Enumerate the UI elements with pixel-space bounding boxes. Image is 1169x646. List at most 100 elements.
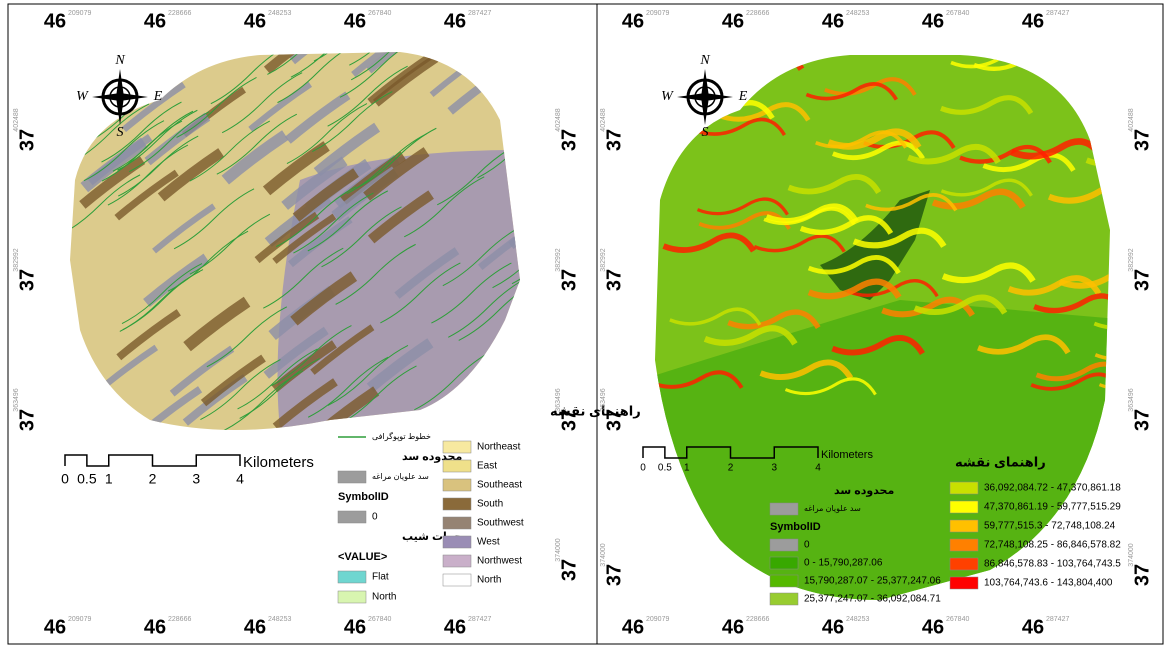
terrain-stripe	[312, 386, 380, 430]
slope-stripe	[1007, 275, 1102, 296]
contour-line	[476, 358, 520, 420]
contour-line	[442, 225, 520, 287]
slope-stripe	[865, 193, 958, 212]
coord-label: 46	[44, 616, 66, 638]
contour-line	[277, 52, 358, 104]
coord-label: 46	[44, 10, 66, 32]
contour-line	[121, 263, 203, 325]
legend-label: 0 - 15,790,287.06	[804, 558, 883, 569]
contour-line	[455, 377, 520, 430]
legend-swatch	[442, 573, 472, 587]
slope-stripe	[846, 278, 939, 298]
legend-swatch	[769, 574, 799, 588]
coord-minor: 363496	[13, 388, 20, 411]
contour-line	[511, 329, 520, 391]
slope-stripe	[1086, 55, 1110, 67]
map-region	[655, 300, 1110, 600]
slope-stripe	[799, 215, 894, 236]
legend-label: Northwest	[477, 556, 522, 567]
coord-minor: 363496	[600, 388, 607, 411]
legend-label: 86,846,578.83 - 103,764,743.5	[984, 559, 1121, 570]
slope-stripe	[696, 197, 789, 216]
coord-minor: 267840	[368, 10, 391, 17]
compass-star	[92, 69, 148, 125]
terrain-stripe	[292, 168, 359, 222]
coord-label: 46	[1022, 616, 1044, 638]
compass-e: E	[738, 89, 748, 104]
legend-label: سد علویان مراغه	[804, 504, 861, 513]
legend-label: 15,790,287.07 - 25,377,247.06	[804, 576, 941, 587]
legend-swatch	[442, 535, 472, 549]
legend-swatch	[949, 557, 979, 571]
terrain-stripe	[290, 271, 358, 326]
coord-minor: 228666	[746, 10, 769, 17]
legend-label: 0	[372, 512, 378, 523]
coord-minor: 382992	[1128, 248, 1135, 271]
coord-minor: 287427	[1046, 616, 1069, 623]
legend-label: 36,092,084.72 - 47,370,861.18	[984, 483, 1121, 494]
contour-line	[267, 52, 348, 75]
legend-swatch	[442, 459, 472, 473]
legend-label: West	[477, 537, 500, 548]
slope-stripe	[787, 173, 882, 195]
slope-stripe	[763, 207, 856, 226]
terrain-stripe	[281, 156, 348, 210]
coord-label: 46	[244, 10, 266, 32]
legend-heading: <VALUE>	[338, 551, 387, 563]
terrain-stripe	[114, 169, 179, 221]
terrain-stripe	[263, 326, 329, 379]
contour-line	[263, 247, 344, 309]
coord-minor: 228666	[746, 616, 769, 623]
contour-line	[112, 110, 194, 172]
coord-label: 46	[822, 616, 844, 638]
terrain-stripe	[478, 219, 520, 271]
compass-s: S	[702, 125, 709, 140]
coord-label: 46	[344, 616, 366, 638]
scale-label: 4	[815, 463, 821, 474]
contour-line	[380, 262, 461, 324]
aspect-map	[70, 52, 520, 430]
terrain-stripe	[183, 296, 251, 352]
coord-minor: 248253	[268, 616, 291, 623]
coord-minor: 209079	[646, 616, 669, 623]
contour-line	[100, 52, 182, 98]
contour-line	[98, 52, 179, 98]
legend-swatch	[337, 510, 367, 524]
legend-swatch	[949, 519, 979, 533]
legend-label: خطوط توپوگرافی	[372, 431, 431, 441]
coord-label: 46	[144, 10, 166, 32]
contour-line	[122, 269, 204, 331]
slope-stripe	[852, 227, 947, 249]
contour-line	[327, 65, 408, 127]
contour-line	[312, 91, 393, 153]
legend-swatch	[337, 570, 367, 584]
terrain-stripe	[182, 374, 248, 426]
legend-heading: محدوده سد	[834, 485, 894, 497]
terrain-stripe	[289, 52, 355, 65]
contour-line	[335, 243, 416, 305]
legend-label: South	[477, 499, 503, 510]
legend-swatch	[769, 538, 799, 552]
coord-label: 46	[444, 10, 466, 32]
slope-stripe	[913, 294, 1008, 316]
contour-line	[206, 306, 288, 368]
contour-line	[83, 120, 165, 182]
legend-swatch	[337, 590, 367, 604]
legend-label: 103,764,743.6 - 143,804,400	[984, 578, 1113, 589]
legend-label: 72,748,108.25 - 86,846,578.82	[984, 540, 1121, 551]
terrain-stripe	[200, 354, 266, 407]
compass-s: S	[117, 125, 124, 140]
terrain-stripe	[313, 122, 381, 177]
terrain-stripe	[248, 81, 313, 132]
legend-label: 25,377,247.07 - 36,092,084.71	[804, 594, 941, 605]
terrain-stripe	[372, 54, 439, 107]
terrain-stripe	[221, 130, 289, 185]
terrain-stripe	[367, 190, 434, 244]
coord-label: 37	[1131, 269, 1153, 291]
legend-swatch	[442, 497, 472, 511]
scale-label: 4	[236, 471, 244, 487]
coord-label: 37	[558, 129, 580, 151]
legend-swatch	[442, 516, 472, 530]
coord-minor: 402488	[555, 108, 562, 131]
